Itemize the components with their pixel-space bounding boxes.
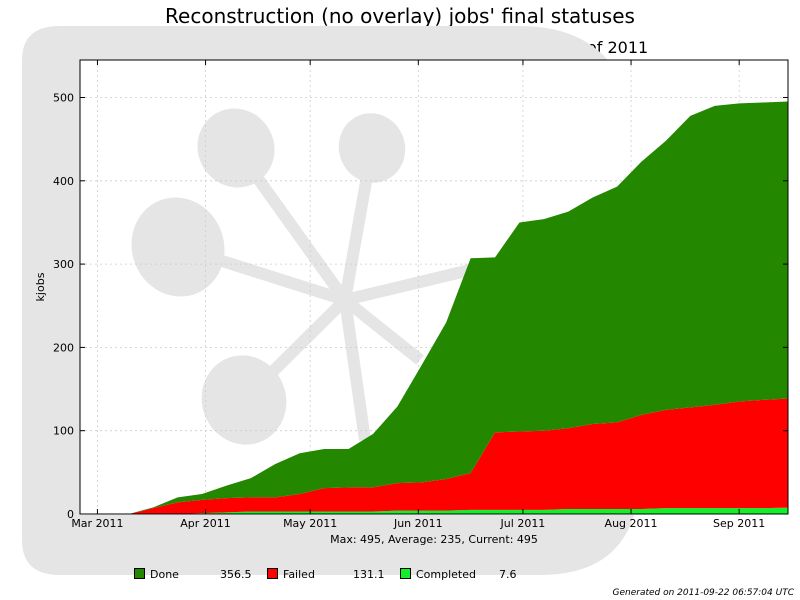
plot-frame	[79, 59, 789, 515]
legend-item-done: Done	[134, 568, 179, 581]
y-tick-label: 400	[53, 175, 74, 188]
legend-value-completed: 7.6	[499, 568, 517, 581]
x-tick-label: Jun 2011	[393, 517, 443, 530]
y-tick-label: 0	[67, 508, 74, 521]
x-tick-label: Apr 2011	[180, 517, 231, 530]
legend-swatch-failed	[267, 568, 278, 579]
chart-title: Reconstruction (no overlay) jobs' final …	[165, 4, 635, 28]
area-completed	[80, 507, 788, 514]
x-tick-label: Mar 2011	[71, 517, 123, 530]
plot-area: 0 100 200 300 400 500 Mar 2011 Apr 2011 May 2011…	[34, 59, 789, 530]
y-tick-label: 500	[53, 91, 74, 104]
area-failed	[80, 398, 788, 514]
legend-label-failed: Failed	[283, 568, 315, 581]
legend-label-done: Done	[150, 568, 179, 581]
x-tick-label: Sep 2011	[713, 517, 765, 530]
stats-line: Max: 495, Average: 235, Current: 495	[330, 533, 538, 546]
legend-value-failed: 131.1	[353, 568, 385, 581]
legend-swatch-completed	[400, 568, 411, 579]
x-tick-label: Aug 2011	[605, 517, 658, 530]
generated-timestamp: Generated on 2011-09-22 06:57:04 UTC	[612, 588, 795, 598]
legend-value-done: 356.5	[220, 568, 252, 581]
legend-item-failed: Failed	[267, 568, 315, 581]
area-done	[80, 101, 788, 514]
x-tick-label: Jul 2011	[500, 517, 546, 530]
legend-swatch-done	[134, 568, 145, 579]
x-tick-label: May 2011	[283, 517, 337, 530]
y-tick-label: 300	[53, 258, 74, 271]
y-tick-label: 200	[53, 341, 74, 354]
legend-label-completed: Completed	[416, 568, 476, 581]
legend-item-completed: Completed	[400, 568, 476, 581]
y-axis-label: kjobs	[34, 272, 47, 301]
y-tick-label: 100	[53, 425, 74, 438]
